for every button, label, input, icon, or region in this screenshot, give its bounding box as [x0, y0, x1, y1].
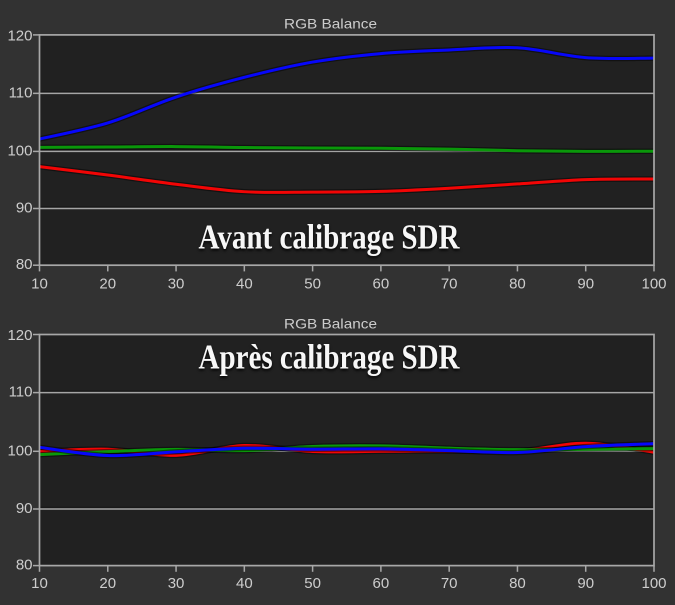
svg-text:120: 120: [7, 27, 32, 44]
svg-text:30: 30: [168, 575, 185, 592]
svg-text:Après calibrage SDR: Après calibrage SDR: [199, 339, 461, 377]
svg-text:30: 30: [168, 275, 185, 292]
svg-text:80: 80: [509, 575, 526, 592]
svg-text:90: 90: [577, 275, 594, 292]
svg-text:Avant calibrage SDR: Avant calibrage SDR: [199, 218, 461, 256]
svg-text:60: 60: [373, 575, 390, 592]
svg-text:10: 10: [31, 275, 48, 292]
svg-text:100: 100: [7, 142, 32, 159]
svg-text:110: 110: [9, 84, 33, 101]
svg-text:80: 80: [509, 275, 526, 292]
svg-text:90: 90: [577, 575, 594, 592]
svg-text:20: 20: [99, 275, 116, 292]
svg-text:70: 70: [441, 275, 458, 292]
svg-text:40: 40: [236, 575, 253, 592]
svg-text:20: 20: [99, 575, 116, 592]
svg-text:100: 100: [641, 275, 666, 292]
svg-text:100: 100: [7, 442, 32, 459]
svg-text:90: 90: [16, 500, 33, 517]
svg-text:80: 80: [16, 557, 33, 574]
svg-text:120: 120: [7, 327, 32, 344]
svg-text:60: 60: [373, 275, 390, 292]
svg-text:RGB Balance: RGB Balance: [284, 16, 377, 32]
svg-text:110: 110: [9, 384, 33, 401]
svg-text:10: 10: [31, 575, 48, 592]
svg-text:50: 50: [304, 275, 321, 292]
svg-text:40: 40: [236, 275, 253, 292]
svg-text:50: 50: [304, 575, 321, 592]
svg-text:RGB Balance: RGB Balance: [284, 316, 377, 332]
svg-text:100: 100: [641, 575, 666, 592]
svg-text:90: 90: [16, 200, 33, 217]
svg-text:80: 80: [16, 256, 33, 273]
svg-text:70: 70: [441, 575, 458, 592]
